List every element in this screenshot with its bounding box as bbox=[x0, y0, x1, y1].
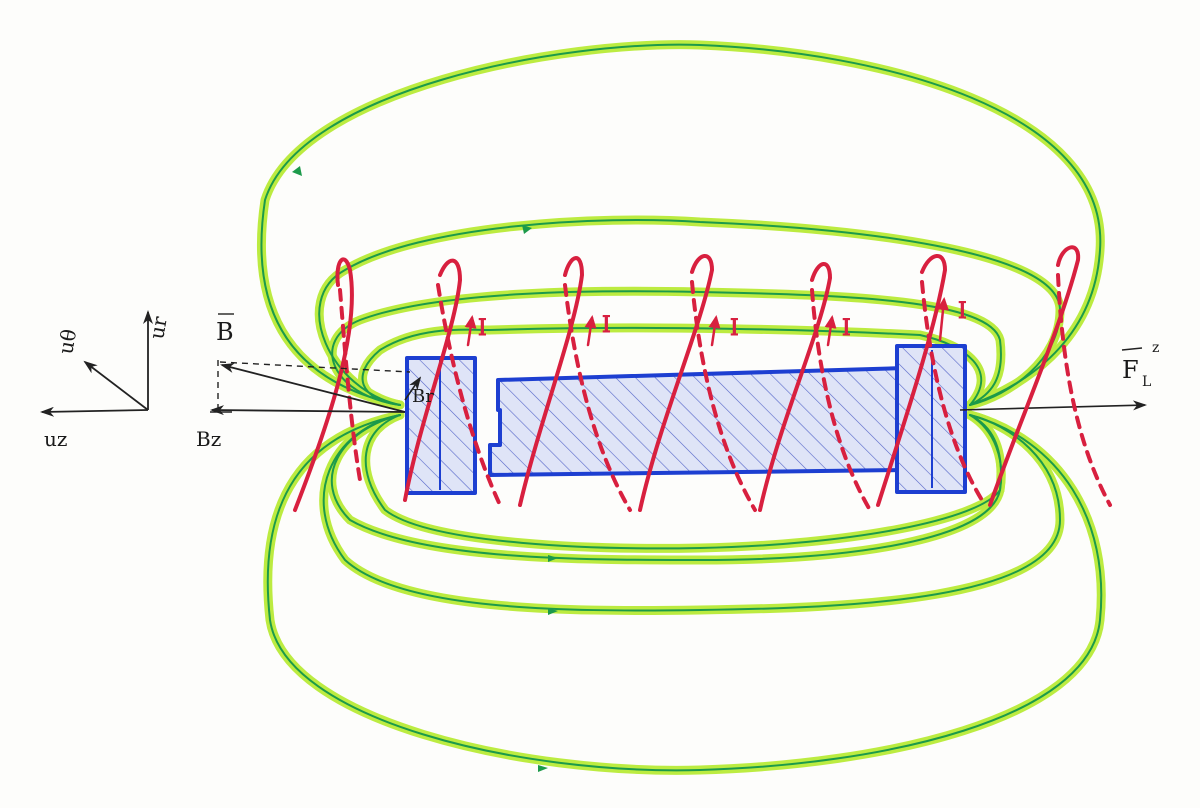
u-z-vector bbox=[40, 406, 149, 417]
current-arrows bbox=[464, 297, 949, 347]
coil-turn-7 bbox=[988, 245, 1112, 507]
u-theta-vector bbox=[83, 360, 149, 411]
current-label-5: I bbox=[958, 299, 967, 324]
label-u-z: uz bbox=[44, 427, 67, 451]
field-vector-decomposition bbox=[210, 360, 422, 416]
label-u-theta: uθ bbox=[53, 327, 81, 356]
magnet-assembly bbox=[405, 344, 967, 495]
field-lines bbox=[256, 40, 1106, 775]
coil: I I I I I bbox=[293, 245, 1112, 512]
svg-text:ur: ur bbox=[144, 314, 172, 341]
coil-turn-1 bbox=[293, 257, 362, 512]
coil-turn-2 bbox=[403, 258, 502, 507]
label-B: B bbox=[216, 318, 234, 346]
label-u-r: ur bbox=[144, 314, 172, 341]
svg-text:uθ: uθ bbox=[53, 327, 81, 356]
vector-labels: uθ ur uz B Br Bz F L z bbox=[44, 313, 1159, 451]
current-label-4: I bbox=[842, 316, 851, 341]
current-label-1: I bbox=[478, 316, 487, 341]
coil-turn-3 bbox=[518, 256, 632, 512]
axis-line bbox=[959, 400, 1147, 411]
label-F-sup: z bbox=[1152, 340, 1159, 356]
field-direction-arrows bbox=[292, 166, 558, 772]
unit-vector-triad bbox=[40, 310, 153, 417]
label-B-z: Bz bbox=[196, 427, 221, 451]
coil-turn-4 bbox=[638, 254, 757, 512]
current-label-3: I bbox=[730, 316, 739, 341]
label-F: F bbox=[1122, 356, 1139, 384]
coil-turn-5 bbox=[758, 262, 872, 512]
label-F-sub: L bbox=[1142, 374, 1151, 390]
label-B-r: Br bbox=[412, 386, 434, 407]
current-label-2: I bbox=[602, 313, 611, 338]
